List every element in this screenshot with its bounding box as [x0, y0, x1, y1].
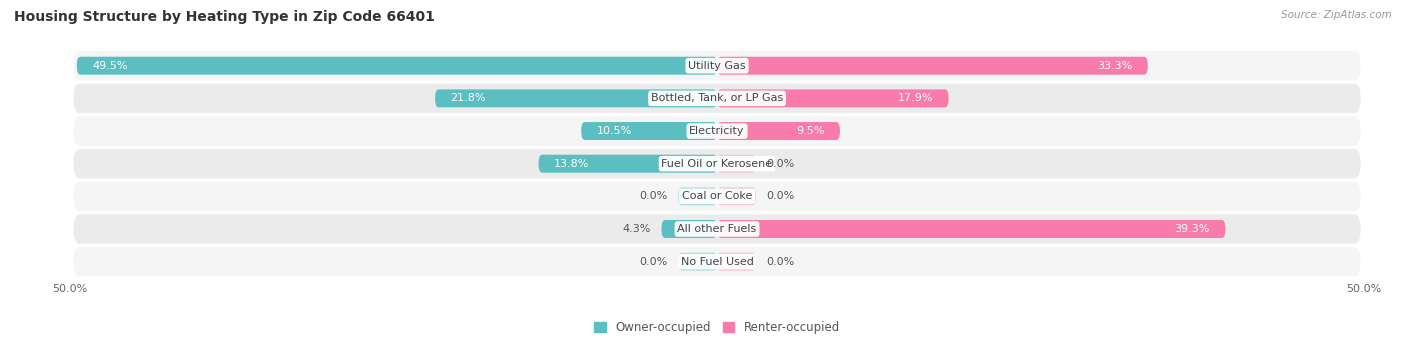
Text: 9.5%: 9.5% [796, 126, 824, 136]
Text: 33.3%: 33.3% [1097, 61, 1132, 71]
FancyBboxPatch shape [717, 122, 839, 140]
FancyBboxPatch shape [538, 155, 717, 173]
Text: 10.5%: 10.5% [596, 126, 633, 136]
Text: 0.0%: 0.0% [766, 159, 794, 169]
Text: 13.8%: 13.8% [554, 159, 589, 169]
FancyBboxPatch shape [678, 187, 717, 205]
FancyBboxPatch shape [717, 187, 756, 205]
Text: 0.0%: 0.0% [766, 257, 794, 267]
Text: All other Fuels: All other Fuels [678, 224, 756, 234]
Text: No Fuel Used: No Fuel Used [681, 257, 754, 267]
FancyBboxPatch shape [581, 122, 717, 140]
FancyBboxPatch shape [73, 182, 1361, 211]
Text: 39.3%: 39.3% [1174, 224, 1211, 234]
Legend: Owner-occupied, Renter-occupied: Owner-occupied, Renter-occupied [589, 316, 845, 339]
Text: 0.0%: 0.0% [640, 257, 668, 267]
FancyBboxPatch shape [73, 84, 1361, 113]
Text: 49.5%: 49.5% [93, 61, 128, 71]
FancyBboxPatch shape [717, 155, 756, 173]
Text: 0.0%: 0.0% [766, 191, 794, 201]
Text: Electricity: Electricity [689, 126, 745, 136]
FancyBboxPatch shape [661, 220, 717, 238]
Text: 17.9%: 17.9% [897, 93, 934, 103]
FancyBboxPatch shape [678, 253, 717, 271]
Text: Fuel Oil or Kerosene: Fuel Oil or Kerosene [661, 159, 773, 169]
Text: Coal or Coke: Coal or Coke [682, 191, 752, 201]
FancyBboxPatch shape [77, 57, 717, 75]
FancyBboxPatch shape [434, 89, 717, 107]
FancyBboxPatch shape [73, 214, 1361, 244]
Text: Housing Structure by Heating Type in Zip Code 66401: Housing Structure by Heating Type in Zip… [14, 10, 434, 24]
Text: Source: ZipAtlas.com: Source: ZipAtlas.com [1281, 10, 1392, 20]
FancyBboxPatch shape [73, 116, 1361, 146]
Text: 0.0%: 0.0% [640, 191, 668, 201]
FancyBboxPatch shape [73, 149, 1361, 178]
FancyBboxPatch shape [717, 253, 756, 271]
Text: 21.8%: 21.8% [450, 93, 486, 103]
FancyBboxPatch shape [73, 51, 1361, 80]
FancyBboxPatch shape [717, 57, 1147, 75]
FancyBboxPatch shape [717, 89, 949, 107]
FancyBboxPatch shape [717, 220, 1226, 238]
Text: Utility Gas: Utility Gas [689, 61, 745, 71]
Text: 4.3%: 4.3% [623, 224, 651, 234]
FancyBboxPatch shape [73, 247, 1361, 276]
Text: Bottled, Tank, or LP Gas: Bottled, Tank, or LP Gas [651, 93, 783, 103]
